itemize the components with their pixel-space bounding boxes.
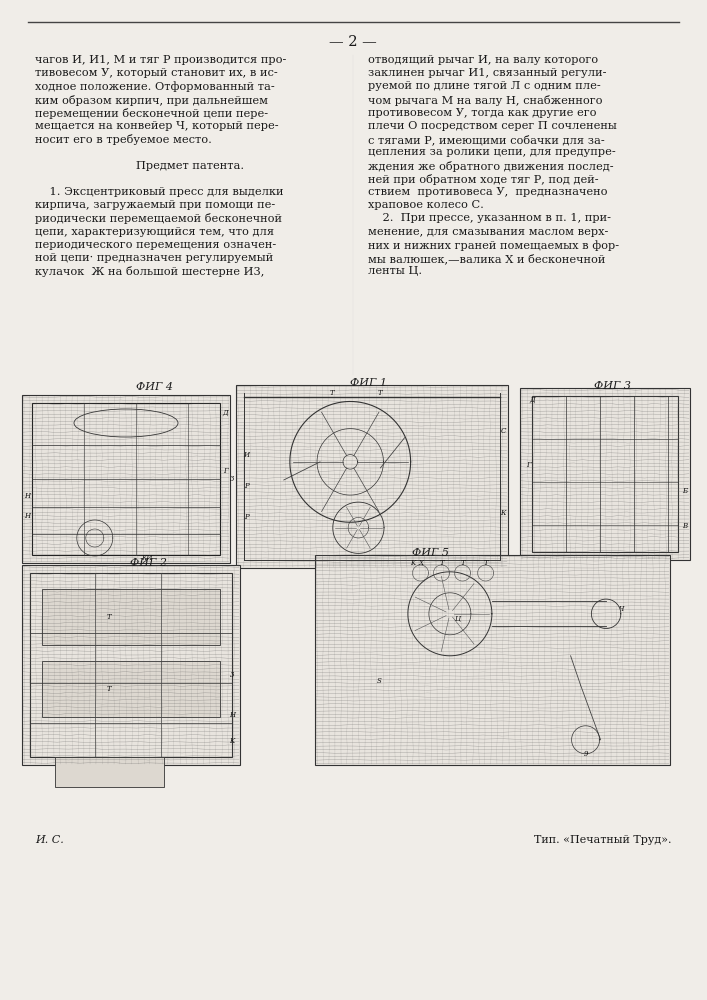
Text: И. С.: И. С.	[35, 835, 64, 845]
Bar	[30, 573, 232, 757]
Bar	[520, 388, 690, 560]
Text: носит его в требуемое место.: носит его в требуемое место.	[35, 134, 212, 145]
Text: риодически перемещаемой бесконечной: риодически перемещаемой бесконечной	[35, 213, 282, 224]
Text: ФИГ 2: ФИГ 2	[129, 558, 167, 568]
Bar	[22, 565, 240, 765]
Text: заклинен рычаг И1, связанный регули-: заклинен рычаг И1, связанный регули-	[368, 68, 607, 78]
Text: противовесом У, тогда как другие его: противовесом У, тогда как другие его	[368, 108, 597, 118]
Text: 2.  При прессе, указанном в п. 1, при-: 2. При прессе, указанном в п. 1, при-	[368, 213, 611, 223]
Text: ким образом кирпич, при дальнейшем: ким образом кирпич, при дальнейшем	[35, 95, 268, 106]
Text: с тягами Р, имеющими собачки для за-: с тягами Р, имеющими собачки для за-	[368, 134, 604, 145]
Text: КИ: КИ	[141, 554, 153, 562]
Text: ней при обратном ходе тяг Р, под дей-: ней при обратном ходе тяг Р, под дей-	[368, 174, 599, 185]
Text: S: S	[377, 677, 381, 685]
Text: менение, для смазывания маслом верх-: менение, для смазывания маслом верх-	[368, 227, 609, 237]
Text: 1. Эксцентриковый пресс для выделки: 1. Эксцентриковый пресс для выделки	[35, 187, 284, 197]
Text: Предмет патента.: Предмет патента.	[136, 161, 244, 171]
Text: 3: 3	[230, 475, 234, 483]
Text: Б: Б	[682, 487, 688, 495]
Text: T: T	[329, 389, 334, 397]
Bar	[22, 395, 230, 563]
Text: ной цепи· предназначен регулируемый: ной цепи· предназначен регулируемый	[35, 253, 273, 263]
Text: Н: Н	[229, 711, 235, 719]
Text: К: К	[501, 509, 506, 517]
Text: Г: Г	[223, 467, 228, 475]
Text: X: X	[418, 559, 423, 567]
Text: T: T	[460, 559, 464, 567]
Text: Тип. «Печатный Труд».: Тип. «Печатный Труд».	[534, 835, 672, 845]
Text: руемой по длине тягой Л с одним пле-: руемой по длине тягой Л с одним пле-	[368, 81, 601, 91]
Text: Д: Д	[222, 409, 228, 417]
Text: T: T	[107, 613, 112, 621]
Bar	[54, 757, 164, 787]
Text: C: C	[501, 427, 506, 435]
Text: кирпича, загружаемый при помощи пе-: кирпича, загружаемый при помощи пе-	[35, 200, 275, 210]
Text: мещается на конвейер Ч, который пере-: мещается на конвейер Ч, который пере-	[35, 121, 279, 131]
Bar	[315, 555, 670, 765]
Text: чагов И, И1, М и тяг Р производится про-: чагов И, И1, М и тяг Р производится про-	[35, 55, 286, 65]
Bar	[32, 403, 220, 555]
Text: ФИГ 3: ФИГ 3	[593, 381, 631, 391]
Bar	[42, 661, 220, 717]
Text: отводящий рычаг И, на валу которого: отводящий рычаг И, на валу которого	[368, 55, 598, 65]
Text: цепления за ролики цепи, для предупре-: цепления за ролики цепи, для предупре-	[368, 147, 616, 157]
Text: кулачок  Ж на большой шестерне И3,: кулачок Ж на большой шестерне И3,	[35, 266, 264, 277]
Text: Н: Н	[24, 512, 30, 520]
Text: Ч: Ч	[619, 605, 624, 613]
Bar	[236, 385, 508, 568]
Text: ФИГ 1: ФИГ 1	[349, 378, 387, 388]
Text: них и нижних граней помещаемых в фор-: них и нижних граней помещаемых в фор-	[368, 240, 619, 251]
Text: ФИГ 5: ФИГ 5	[411, 548, 448, 558]
Text: Д: Д	[529, 396, 535, 404]
Text: 9: 9	[583, 750, 588, 758]
Text: цепи, характеризующийся тем, что для: цепи, характеризующийся тем, что для	[35, 227, 274, 237]
Bar	[42, 589, 220, 645]
Text: K: K	[410, 559, 416, 567]
Text: Г: Г	[526, 461, 530, 469]
Text: — 2 —: — 2 —	[329, 35, 377, 49]
Text: ждения же обратного движения послед-: ждения же обратного движения послед-	[368, 161, 614, 172]
Text: периодического перемещения означен-: периодического перемещения означен-	[35, 240, 276, 250]
Bar	[532, 396, 678, 552]
Text: P: P	[244, 513, 248, 521]
Text: ленты Ц.: ленты Ц.	[368, 266, 422, 276]
Text: T: T	[378, 389, 382, 397]
Text: ФИГ 4: ФИГ 4	[136, 382, 173, 392]
Text: Ц: Ц	[455, 615, 461, 623]
Text: 3: 3	[230, 671, 234, 679]
Text: тивовесом У, который становит их, в ис-: тивовесом У, который становит их, в ис-	[35, 68, 278, 78]
Text: P: P	[244, 482, 248, 490]
Text: храповое колесо С.: храповое колесо С.	[368, 200, 484, 210]
Text: В: В	[682, 522, 688, 530]
Text: чом рычага М на валу Н, снабженного: чом рычага М на валу Н, снабженного	[368, 95, 602, 106]
Text: Н: Н	[24, 492, 30, 500]
Text: K: K	[229, 737, 235, 745]
Text: ходное положение. Отформованный та-: ходное положение. Отформованный та-	[35, 81, 275, 92]
Text: T: T	[107, 685, 112, 693]
Text: ствием  противовеса У,  предназначено: ствием противовеса У, предназначено	[368, 187, 607, 197]
Text: T: T	[439, 559, 444, 567]
Text: перемещении бесконечной цепи пере-: перемещении бесконечной цепи пере-	[35, 108, 268, 119]
Text: плечи О посредством серег П сочленены: плечи О посредством серег П сочленены	[368, 121, 617, 131]
Text: И: И	[243, 451, 249, 459]
Text: T: T	[484, 559, 488, 567]
Text: мы валюшек,—валика Х и бесконечной: мы валюшек,—валика Х и бесконечной	[368, 253, 605, 264]
